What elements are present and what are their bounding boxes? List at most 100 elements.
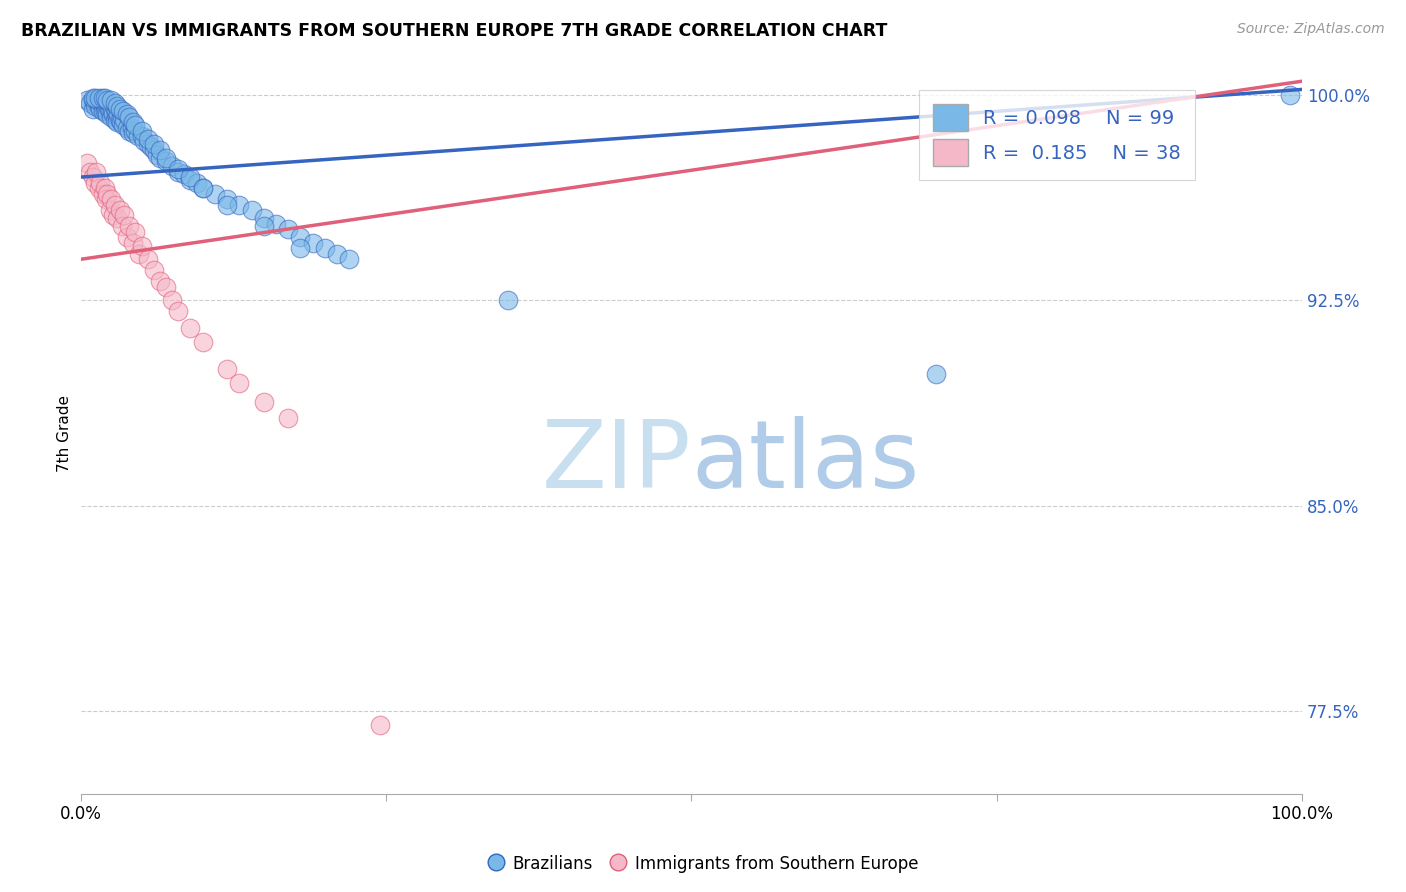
Point (253, 394, 276, 409)
Point (124, 123, 146, 137)
Point (100, 110, 122, 124)
Point (179, 170, 201, 185)
Point (142, 143, 165, 157)
Point (94, 181, 117, 195)
Point (111, 110, 134, 124)
Text: Source: ZipAtlas.com: Source: ZipAtlas.com (1237, 22, 1385, 37)
Point (173, 167, 195, 181)
Point (91, 99, 114, 113)
Point (115, 107, 138, 121)
Point (79, 164, 101, 178)
Point (191, 181, 214, 195)
Point (114, 112, 136, 127)
Point (84, 96, 107, 111)
Point (191, 334, 214, 349)
Point (107, 107, 129, 121)
Point (105, 99, 128, 113)
Point (124, 225, 146, 239)
Text: BRAZILIAN VS IMMIGRANTS FROM SOUTHERN EUROPE 7TH GRADE CORRELATION CHART: BRAZILIAN VS IMMIGRANTS FROM SOUTHERN EU… (21, 22, 887, 40)
Point (122, 235, 145, 250)
Point (167, 304, 190, 318)
Point (90, 96, 112, 111)
Point (82, 102, 104, 116)
Point (132, 135, 155, 149)
Point (253, 211, 276, 226)
Point (96, 186, 118, 201)
Y-axis label: 7th Grade: 7th Grade (58, 395, 72, 472)
Point (76, 156, 98, 170)
Point (82, 90, 104, 104)
Point (131, 128, 153, 143)
Point (149, 274, 172, 288)
Point (100, 192, 122, 206)
Point (118, 219, 141, 234)
Point (277, 411, 299, 425)
Point (79, 96, 101, 111)
Point (96, 192, 118, 206)
Point (91, 90, 114, 104)
Text: ZIP: ZIP (541, 417, 692, 508)
Point (115, 120, 138, 135)
Point (114, 209, 136, 223)
Point (124, 118, 146, 132)
Point (149, 143, 172, 157)
Point (76, 94, 98, 108)
Point (155, 279, 177, 293)
Point (87, 99, 110, 113)
Point (98, 104, 121, 119)
Point (924, 368, 946, 382)
Point (122, 115, 145, 129)
Point (84, 99, 107, 113)
Legend: R = 0.098    N = 99, R =  0.185    N = 38: R = 0.098 N = 99, R = 0.185 N = 38 (920, 90, 1195, 180)
Point (496, 293, 519, 308)
Point (105, 115, 128, 129)
Point (87, 181, 110, 195)
Point (111, 219, 134, 234)
Point (128, 247, 150, 261)
Point (98, 202, 121, 217)
Point (86, 94, 108, 108)
Point (141, 140, 163, 154)
Point (136, 132, 159, 146)
Point (96, 107, 118, 121)
Point (104, 197, 127, 211)
Point (204, 186, 226, 201)
Point (142, 263, 165, 277)
Point (160, 159, 183, 173)
Point (89, 94, 111, 108)
Point (136, 137, 159, 152)
Point (84, 176, 107, 190)
Point (89, 102, 111, 116)
Point (89, 176, 111, 190)
Point (112, 104, 135, 119)
Point (228, 376, 250, 390)
Point (131, 123, 153, 137)
Point (105, 211, 128, 226)
Point (1278, 87, 1301, 102)
Point (82, 170, 104, 185)
Point (121, 120, 143, 135)
Point (191, 181, 214, 195)
Point (277, 222, 299, 236)
Point (149, 151, 172, 165)
Point (122, 126, 145, 140)
Point (104, 107, 127, 121)
Point (108, 202, 131, 217)
Point (110, 115, 132, 129)
Point (97, 102, 120, 116)
Point (93, 96, 115, 111)
Point (96, 96, 118, 111)
Text: atlas: atlas (692, 417, 920, 508)
Point (131, 238, 153, 252)
Point (100, 94, 122, 108)
Point (179, 321, 201, 335)
Point (264, 217, 287, 231)
Point (301, 235, 323, 250)
Point (160, 293, 183, 308)
Point (86, 164, 108, 178)
Point (167, 161, 190, 176)
Point (228, 197, 250, 211)
Point (146, 148, 169, 162)
Point (155, 153, 177, 168)
Point (179, 173, 201, 187)
